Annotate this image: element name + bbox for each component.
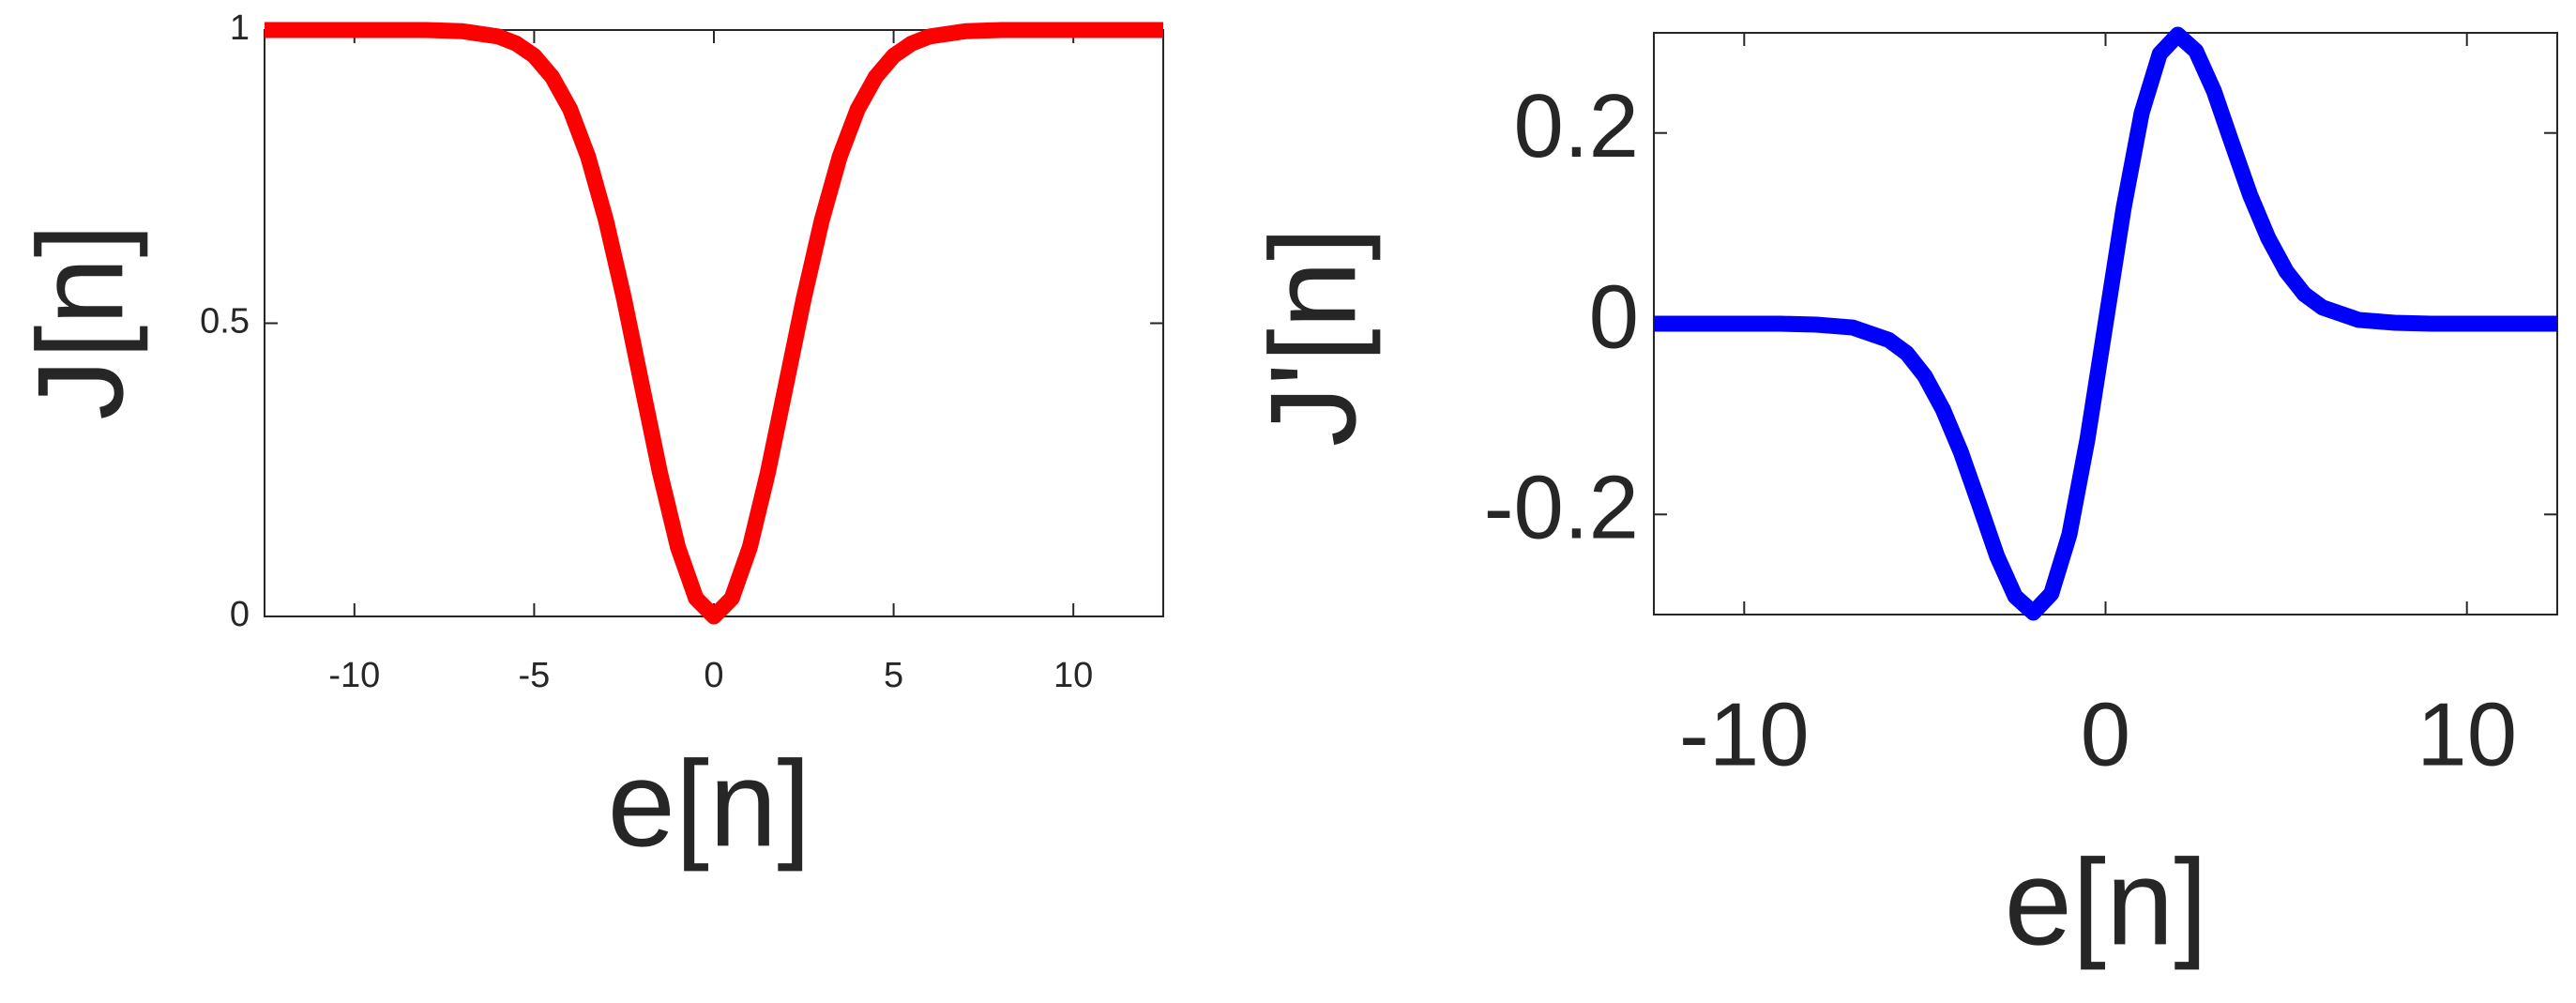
x-tick-label: 0 <box>704 656 723 695</box>
data-line <box>265 22 1163 625</box>
y-tick-label: 0 <box>230 595 250 634</box>
x-tick-label: -5 <box>519 656 551 695</box>
y-axis-label: J'[n] <box>1244 227 1381 447</box>
y-tick-label: 0.2 <box>1514 76 1639 176</box>
x-axis-label: e[n] <box>608 735 811 872</box>
x-tick-label: -10 <box>328 656 380 695</box>
y-tick-label: 0 <box>1589 266 1639 367</box>
y-tick-label: 0.5 <box>200 302 250 342</box>
x-tick-label: 10 <box>2417 684 2517 784</box>
data-line <box>1654 26 2557 621</box>
x-tick-label: 10 <box>1053 656 1093 695</box>
x-tick-label: -10 <box>1679 684 1810 784</box>
y-axis-label: J[n] <box>11 223 148 420</box>
y-tick-label: 1 <box>230 8 250 48</box>
x-tick-label: 5 <box>884 656 903 695</box>
x-tick-label: 0 <box>2081 684 2130 784</box>
x-axis-label: e[n] <box>2005 833 2208 970</box>
axes-box <box>264 29 1164 617</box>
y-tick-label: -0.2 <box>1484 458 1639 558</box>
